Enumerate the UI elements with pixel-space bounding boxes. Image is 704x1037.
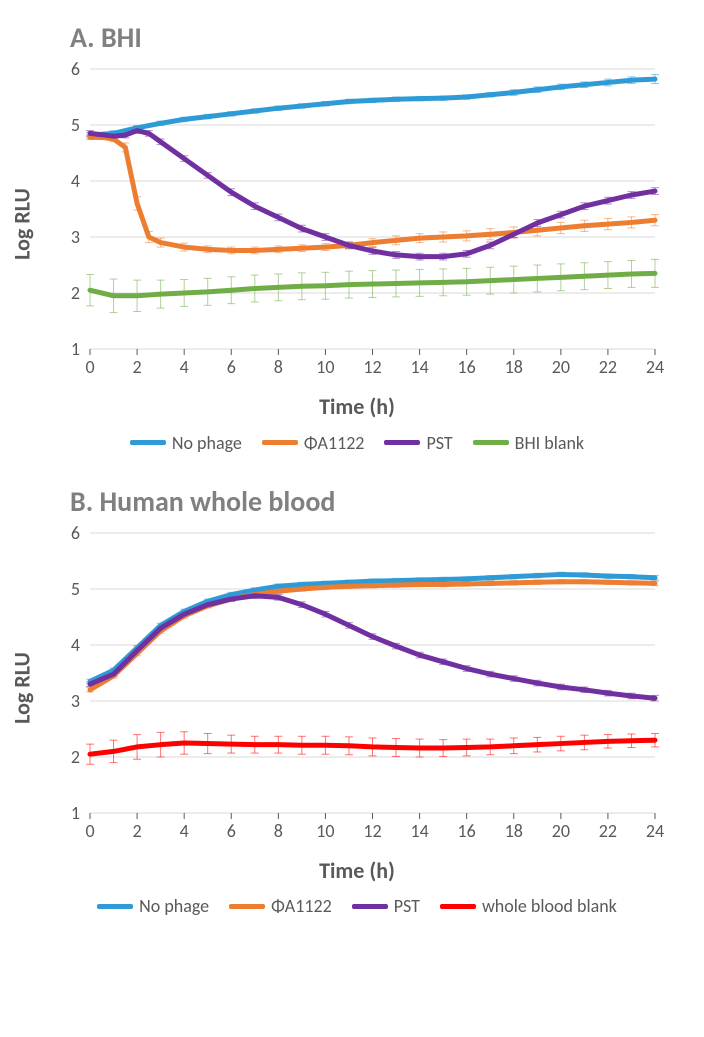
panel-a-svg: 024681012141618202224 123456	[30, 59, 670, 389]
svg-text:6: 6	[71, 523, 80, 544]
legend-swatch	[262, 440, 298, 445]
legend-swatch	[384, 440, 420, 445]
legend-label: No phage	[139, 895, 209, 917]
svg-text:22: 22	[599, 820, 617, 842]
legend-item: No phage	[130, 432, 242, 454]
svg-text:4: 4	[71, 170, 80, 192]
legend-swatch	[473, 440, 509, 445]
svg-text:18: 18	[505, 820, 523, 842]
legend-label: BHI blank	[515, 432, 584, 454]
panel-b-yticks: 1 2 3 4 5 6	[71, 523, 80, 824]
legend-item: BHI blank	[473, 432, 584, 454]
legend-item: whole blood blank	[440, 895, 617, 917]
svg-text:0: 0	[85, 356, 94, 378]
figure-page: A. BHI Log RLU 024681012141618202224 123…	[0, 0, 704, 1037]
panel-b-legend: No phage ΦA1122 PST whole blood blank	[30, 892, 684, 918]
panel-b-errors	[86, 572, 659, 764]
svg-text:3: 3	[71, 226, 80, 248]
svg-text:16: 16	[458, 356, 476, 378]
legend-swatch	[229, 904, 265, 909]
svg-text:4: 4	[180, 356, 189, 378]
svg-text:2: 2	[71, 282, 80, 304]
legend-swatch	[352, 904, 388, 909]
svg-text:2: 2	[71, 746, 80, 768]
svg-text:20: 20	[552, 820, 570, 842]
svg-text:1: 1	[71, 802, 80, 824]
svg-text:16: 16	[458, 820, 476, 842]
svg-text:4: 4	[71, 634, 80, 656]
series-line	[90, 595, 655, 697]
legend-label: ΦA1122	[304, 432, 365, 454]
svg-text:20: 20	[552, 356, 570, 378]
legend-label: No phage	[172, 432, 242, 454]
legend-item: PST	[352, 895, 420, 917]
legend-item: PST	[384, 432, 452, 454]
legend-swatch	[130, 440, 166, 445]
legend-swatch	[97, 904, 133, 909]
legend-label: PST	[426, 432, 452, 454]
panel-b-svg: 024681012141618202224 123456	[30, 523, 670, 853]
panel-b-series	[90, 574, 655, 754]
panel-a-legend: No phage ΦA1122 PST BHI blank	[30, 428, 684, 454]
panel-b-ylabel: Log RLU	[9, 652, 36, 724]
svg-text:10: 10	[316, 356, 334, 378]
svg-text:6: 6	[71, 59, 80, 80]
svg-text:3: 3	[71, 690, 80, 712]
panel-b-xticks: 024681012141618202224	[85, 813, 664, 842]
svg-text:14: 14	[410, 820, 428, 842]
svg-text:5: 5	[71, 578, 80, 600]
panel-b: B. Human whole blood Log RLU 02468101214…	[30, 484, 684, 918]
svg-text:14: 14	[410, 356, 428, 378]
svg-text:12: 12	[363, 820, 381, 842]
svg-text:6: 6	[227, 820, 236, 842]
panel-a-xticks: 024681012141618202224	[85, 349, 664, 378]
panel-a: A. BHI Log RLU 024681012141618202224 123…	[30, 20, 684, 454]
svg-text:6: 6	[227, 356, 236, 378]
panel-a-series	[90, 79, 655, 296]
svg-text:24: 24	[646, 356, 664, 378]
svg-text:2: 2	[133, 820, 142, 842]
panel-b-chart: Log RLU 024681012141618202224 123456	[30, 523, 670, 853]
legend-label: ΦA1122	[271, 895, 332, 917]
legend-label: whole blood blank	[482, 895, 617, 917]
svg-text:22: 22	[599, 356, 617, 378]
legend-item: ΦA1122	[229, 895, 332, 917]
panel-a-yticks: 1 2 3 4 5 6	[71, 59, 80, 360]
svg-text:10: 10	[316, 820, 334, 842]
svg-text:8: 8	[274, 820, 283, 842]
legend-item: No phage	[97, 895, 209, 917]
svg-text:4: 4	[180, 820, 189, 842]
panel-b-title: B. Human whole blood	[70, 484, 684, 519]
svg-text:8: 8	[274, 356, 283, 378]
svg-text:1: 1	[71, 338, 80, 360]
svg-text:0: 0	[85, 820, 94, 842]
panel-a-chart: Log RLU 024681012141618202224 123456	[30, 59, 670, 389]
legend-label: PST	[394, 895, 420, 917]
legend-swatch	[440, 904, 476, 909]
series-line	[90, 79, 655, 135]
series-line	[90, 574, 655, 681]
panel-a-title: A. BHI	[70, 20, 684, 55]
svg-text:2: 2	[133, 356, 142, 378]
series-line	[90, 131, 655, 257]
panel-a-ylabel: Log RLU	[9, 188, 36, 260]
legend-item: ΦA1122	[262, 432, 365, 454]
panel-b-xlabel: Time (h)	[30, 857, 684, 884]
svg-text:18: 18	[505, 356, 523, 378]
panel-a-xlabel: Time (h)	[30, 393, 684, 420]
svg-text:5: 5	[71, 114, 80, 136]
svg-text:12: 12	[363, 356, 381, 378]
svg-text:24: 24	[646, 820, 664, 842]
